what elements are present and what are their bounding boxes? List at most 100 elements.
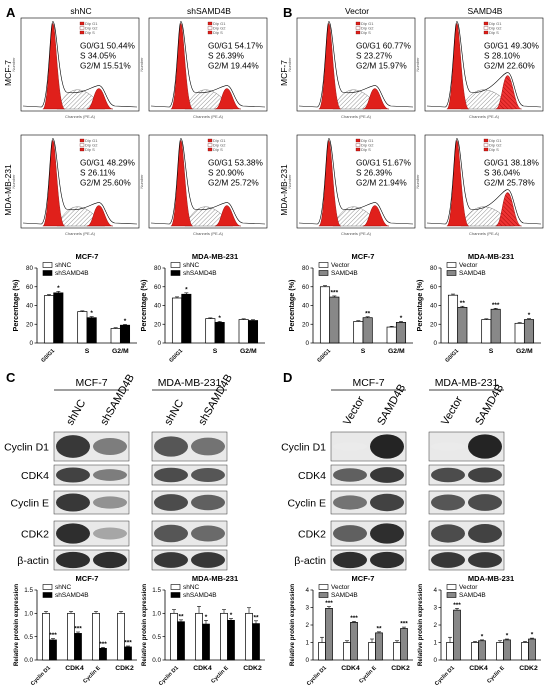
panel-B-row-label-1: MDA-MB-231	[279, 164, 289, 216]
panel-C-blot-band	[191, 552, 225, 568]
histogram-g2-peak	[362, 205, 389, 227]
chart-bar	[202, 623, 210, 661]
panel-C-blot-band	[93, 551, 127, 569]
chart-significance: *	[528, 312, 531, 319]
histogram-stat-g0g1: G0/G1 50.44%	[80, 41, 136, 51]
chart-title: MCF-7	[352, 574, 375, 583]
panel-D-group-label-1: MDA-MB-231	[435, 377, 499, 389]
chart-category-label: Cyclin E	[210, 665, 230, 685]
histogram-stat-g0g1: G0/G1 49.30%	[484, 41, 540, 51]
chart-y-tick-label: 40	[430, 303, 438, 310]
histogram-legend-label: Dip S	[489, 30, 499, 35]
chart-bar	[124, 646, 132, 661]
histogram-legend-swatch	[79, 138, 85, 143]
panel-C-blot-band	[191, 525, 225, 542]
histogram-g1-peak	[42, 140, 66, 227]
histogram-legend-label: Dip G1	[213, 21, 226, 26]
chart-y-tick-label: 4	[305, 587, 309, 594]
chart-category-label: CDK4	[65, 665, 84, 672]
chart-y-tick-label: 3	[433, 605, 437, 612]
histogram-xlabel: Channels (PE-A)	[65, 231, 96, 236]
chart-bar	[99, 647, 107, 661]
panel-A-col-label-1: shSAMD4B	[187, 6, 231, 16]
histogram-xlabel: Channels (PE-A)	[193, 114, 224, 119]
chart-category-label: Cyclin D1	[158, 665, 180, 687]
chart-bar	[67, 612, 75, 661]
panel-D-blot-band	[431, 494, 465, 511]
chart-significance: ***	[99, 641, 107, 648]
panel-D-blot-band	[431, 524, 465, 543]
chart-significance: *	[185, 286, 188, 293]
histogram-legend-swatch	[355, 147, 361, 152]
histogram-outline	[426, 21, 542, 108]
chart-title: MCF-7	[352, 252, 375, 261]
chart-category-label: G2/M	[388, 348, 405, 355]
chart-significance: ***	[400, 621, 408, 628]
histogram-ylabel: Number	[287, 174, 292, 189]
chart-y-tick-label: 0	[433, 657, 437, 664]
histogram-outline	[426, 138, 542, 225]
chart-bar	[319, 286, 331, 344]
histogram-stat-g2m: G2/M 22.60%	[484, 61, 535, 71]
panel-C-blot-band	[154, 436, 188, 457]
histogram-legend-swatch	[355, 26, 361, 30]
chart-legend-label: Vector	[459, 262, 478, 269]
chart-legend-swatch	[446, 262, 457, 268]
bar-chart-C-MCF7: MCF-7 0.0 0.5 1.0 1.5 Relative protein expres…	[13, 574, 137, 687]
histogram-legend-swatch	[207, 138, 213, 143]
histogram-legend-label: Dip G2	[361, 142, 374, 147]
chart-significance: *	[124, 318, 127, 325]
panel-D-blot-band	[370, 523, 404, 544]
chart-category-label: S	[489, 348, 494, 355]
histogram-legend-label: Dip G1	[489, 138, 502, 143]
histogram-ylabel: Number	[287, 57, 292, 72]
chart-category-label: Cyclin E	[486, 665, 506, 685]
panel-A-row-label-1: MDA-MB-231	[3, 164, 13, 216]
panel-C-lane-label: shNC	[162, 398, 186, 428]
chart-category-label: G0/G1	[444, 348, 460, 364]
chart-bar	[521, 642, 529, 661]
panel-C-blot-band	[154, 467, 188, 483]
chart-legend-swatch	[446, 270, 457, 276]
chart-category-label: Cyclin D1	[306, 665, 328, 687]
chart-bar	[478, 640, 486, 661]
chart-significance: **	[178, 613, 184, 620]
chart-bar	[446, 642, 454, 661]
chart-legend-label: SAMD4B	[459, 270, 486, 277]
chart-legend-label: shSAMD4B	[183, 592, 217, 599]
chart-bar	[325, 608, 333, 661]
panel-D-blot-band	[468, 552, 502, 568]
chart-category-label: G2/M	[516, 348, 533, 355]
chart-legend-swatch	[42, 592, 53, 598]
histogram-g1-peak	[446, 23, 470, 110]
chart-legend-label: Vector	[331, 584, 350, 591]
histogram-legend-label: Dip G1	[85, 138, 98, 143]
histogram-legend-swatch	[79, 21, 85, 26]
chart-significance: *	[481, 633, 484, 640]
panel-D-lane-label: SAMD4B	[375, 382, 408, 427]
histogram-ylabel: Number	[11, 174, 16, 189]
histogram-ylabel: Number	[415, 174, 420, 189]
histogram-stat-s: S 23.27%	[356, 51, 393, 61]
chart-category-label: Cyclin E	[358, 665, 378, 685]
panel-letter-A: A	[6, 5, 16, 20]
histogram-ylabel: Number	[139, 174, 144, 189]
panel-C-blot-band	[93, 527, 127, 540]
bar-chart-D-MCF7: MCF-7 0 1 2 3 4 Relative protein expression Vec…	[289, 574, 413, 687]
chart-y-tick-label: 0	[157, 340, 161, 347]
histogram-legend-label: Dip S	[85, 147, 95, 152]
chart-y-tick-label: 0.0	[24, 657, 33, 664]
histogram-stat-g0g1: G0/G1 48.29%	[80, 158, 136, 168]
chart-bar	[238, 319, 249, 344]
chart-y-label: Percentage (%)	[139, 279, 148, 332]
chart-title: MCF-7	[76, 252, 99, 261]
chart-bar	[490, 308, 501, 344]
chart-legend-swatch	[446, 584, 457, 590]
chart-y-tick-label: 4	[433, 587, 437, 594]
panel-D-blot-band	[468, 494, 502, 511]
bar-chart-C-MDA: MDA-MB-231 0.0 0.5 1.0 1.5 Relative protein e…	[141, 574, 265, 687]
chart-category-label: S	[361, 348, 366, 355]
chart-significance: *	[218, 315, 221, 322]
histogram-stat-s: S 36.04%	[484, 168, 521, 178]
